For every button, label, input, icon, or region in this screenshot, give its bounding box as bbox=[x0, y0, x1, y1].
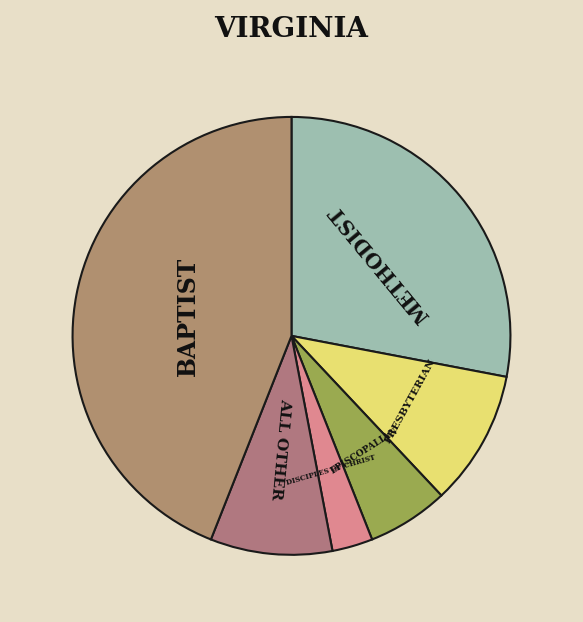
Wedge shape bbox=[292, 336, 372, 551]
Wedge shape bbox=[72, 117, 292, 539]
Text: EPISCOPALIAN: EPISCOPALIAN bbox=[329, 425, 400, 475]
Text: DISCIPLES OF CHRIST: DISCIPLES OF CHRIST bbox=[285, 453, 376, 487]
Wedge shape bbox=[292, 336, 441, 539]
Wedge shape bbox=[211, 336, 332, 555]
Wedge shape bbox=[292, 117, 511, 377]
Wedge shape bbox=[292, 336, 507, 496]
Text: ALL OTHER: ALL OTHER bbox=[269, 398, 293, 501]
Text: BAPTIST: BAPTIST bbox=[176, 256, 201, 376]
Title: VIRGINIA: VIRGINIA bbox=[215, 16, 368, 43]
Text: PRESBYTERIAN: PRESBYTERIAN bbox=[384, 358, 437, 445]
Text: METHODIST: METHODIST bbox=[325, 201, 434, 326]
